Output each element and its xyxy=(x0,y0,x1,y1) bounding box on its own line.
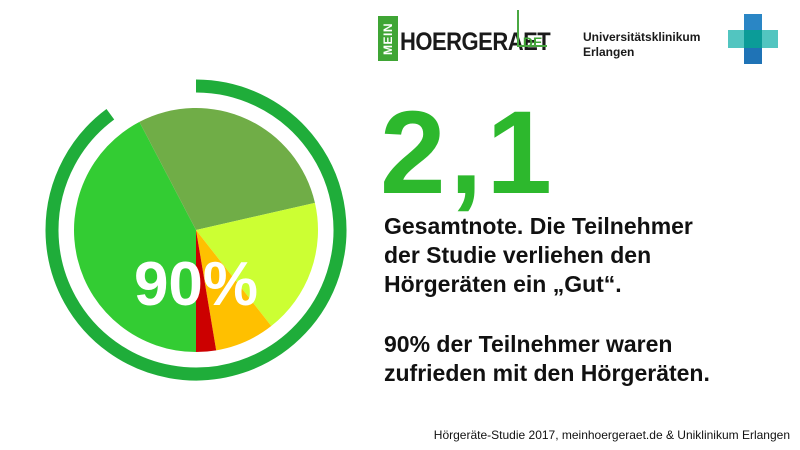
logo-mein-tld: .DE xyxy=(519,34,543,50)
source-note: Hörgeräte-Studie 2017, meinhoergeraet.de… xyxy=(433,428,790,442)
logo-mein-tile: MEIN xyxy=(378,16,398,61)
satisfaction-description: 90% der Teilnehmer waren zufrieden mit d… xyxy=(384,330,794,388)
meinhoergeraet-logo: MEIN HOERGERAET .DE xyxy=(378,10,551,66)
satisfaction-desc-line: zufrieden mit den Hörgeräten. xyxy=(384,360,710,386)
grade-desc-line: Hörgeräten ein „Gut“. xyxy=(384,271,622,297)
pie-chart-svg: 90% xyxy=(45,79,347,381)
logo-mein-word: HOERGERAET xyxy=(400,27,551,56)
uk-erlangen-line2: Erlangen xyxy=(583,45,635,59)
grade-desc-line: der Studie verliehen den xyxy=(384,242,652,268)
pie-slice-5 xyxy=(196,230,217,352)
uk-erlangen-logo: Universitätsklinikum Erlangen xyxy=(583,14,793,64)
pie-slice-4 xyxy=(196,230,272,351)
overall-grade: 2,1 xyxy=(380,87,557,219)
logo-corner-line xyxy=(517,10,519,46)
uk-erlangen-cross-icon xyxy=(728,14,778,64)
pie-slice-3 xyxy=(196,202,318,327)
progress-ring xyxy=(45,79,347,381)
satisfaction-desc-line: 90% der Teilnehmer waren xyxy=(384,331,673,357)
grade-description: Gesamtnote. Die Teilnehmer der Studie ve… xyxy=(384,212,794,299)
pie-slice-1 xyxy=(73,121,196,352)
uk-erlangen-line1: Universitätsklinikum xyxy=(583,30,701,44)
logo-corner-line xyxy=(517,45,547,47)
grade-desc-line: Gesamtnote. Die Teilnehmer xyxy=(384,213,693,239)
uk-erlangen-name: Universitätsklinikum Erlangen xyxy=(583,30,700,60)
center-percent-label: 90% xyxy=(134,250,258,319)
pie-slice-2 xyxy=(139,108,315,230)
satisfaction-pie-chart: 90% xyxy=(0,0,390,450)
